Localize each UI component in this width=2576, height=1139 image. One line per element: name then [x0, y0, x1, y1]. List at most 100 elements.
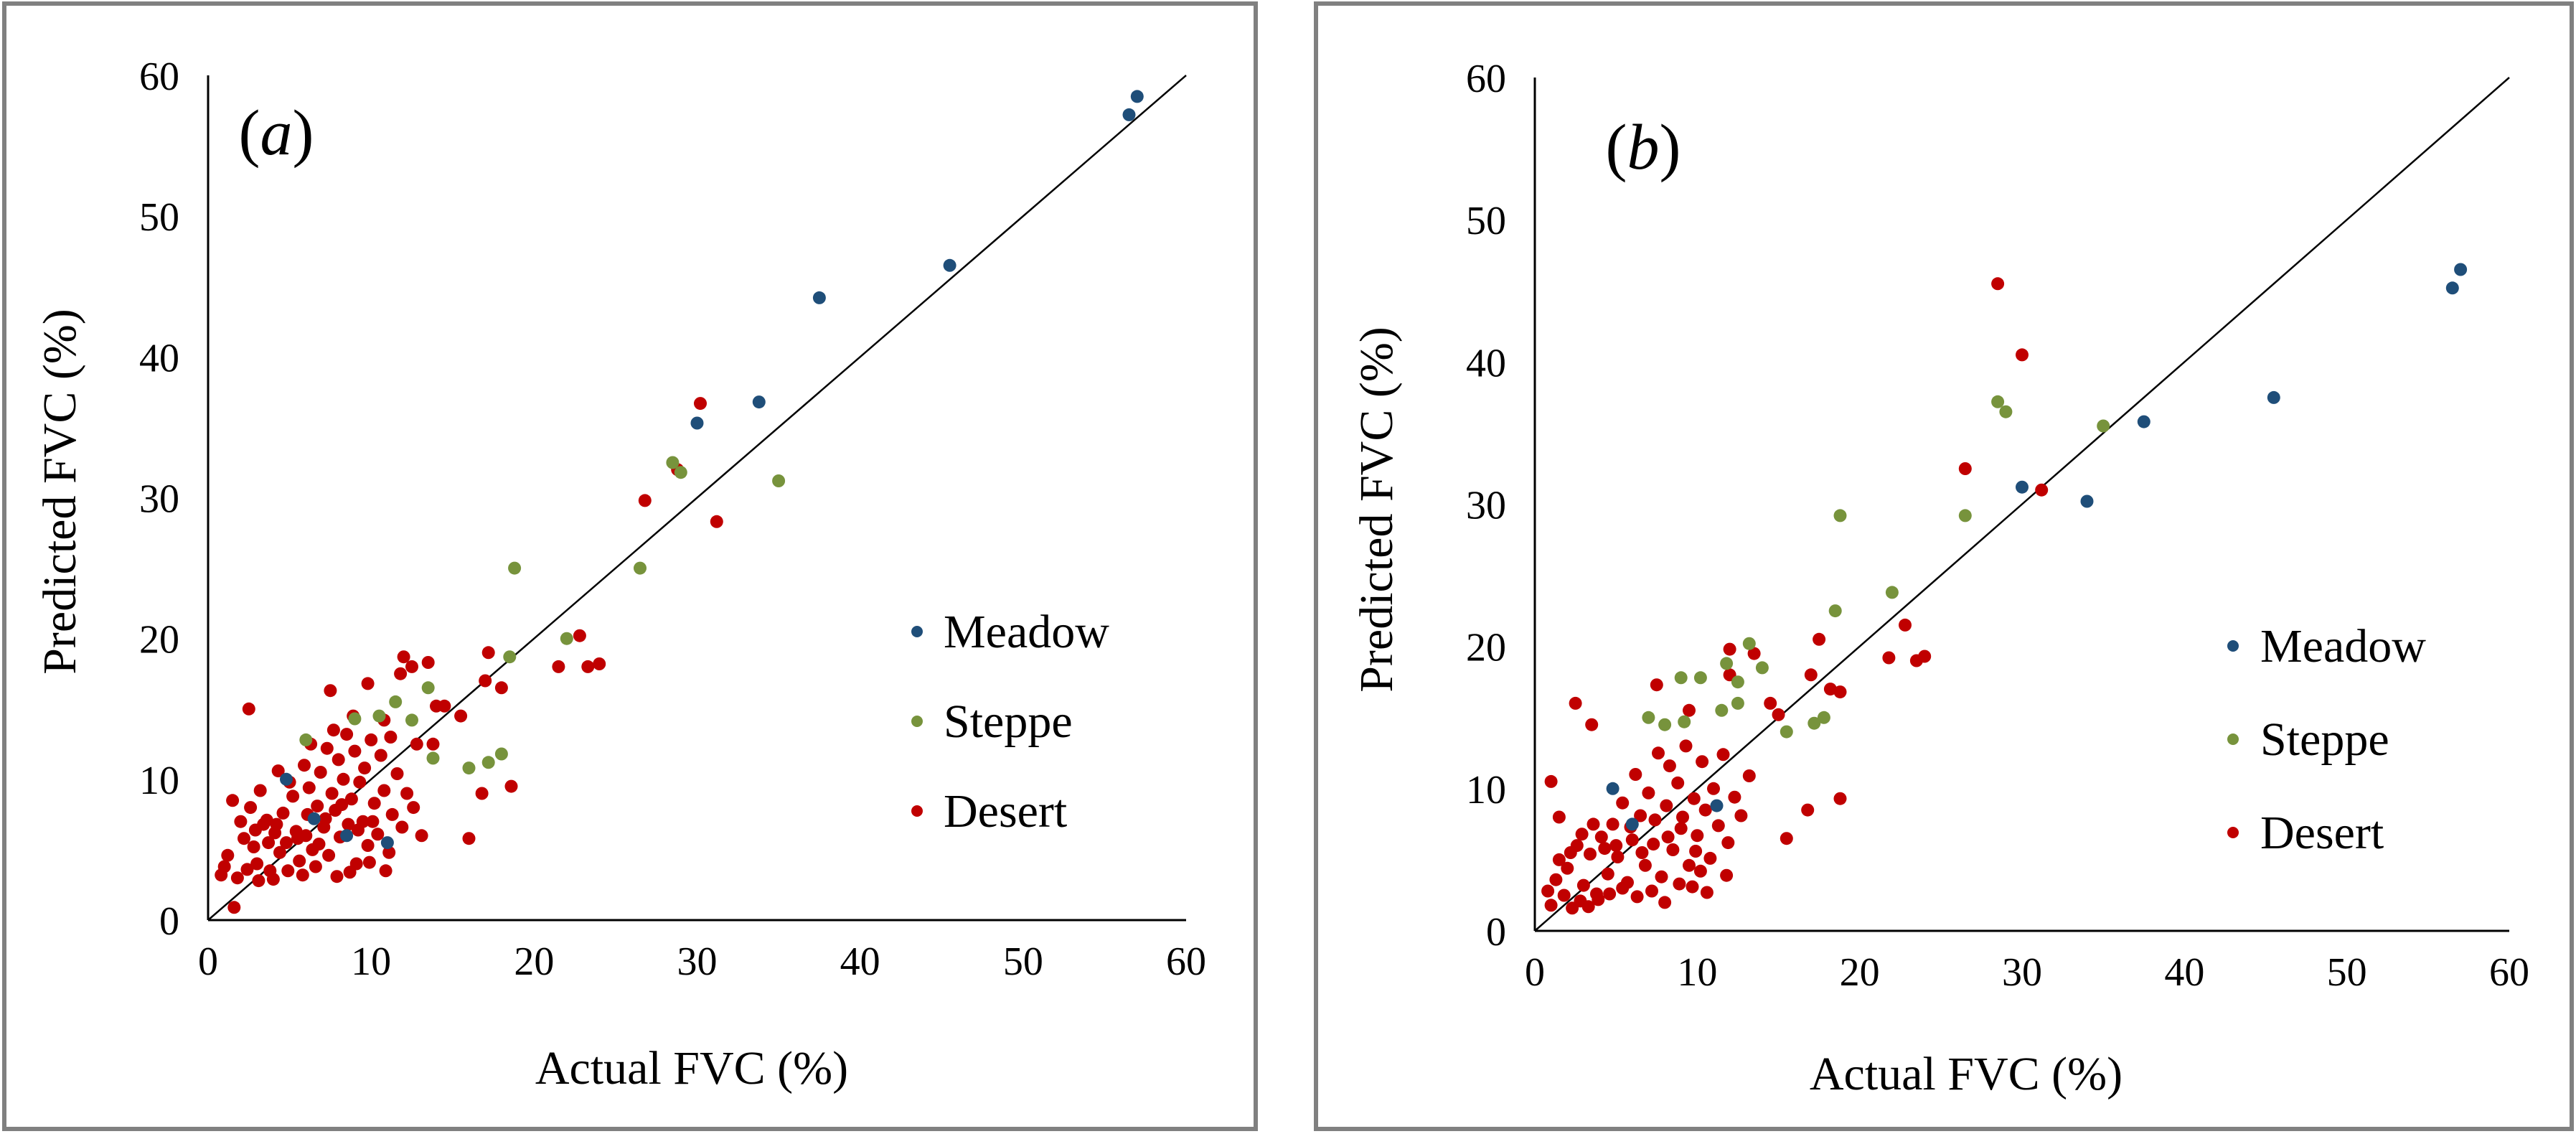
meadow-point [307, 812, 321, 825]
desert-point [1603, 887, 1617, 901]
steppe-point [674, 466, 687, 479]
x-tick-label: 30 [677, 939, 718, 984]
steppe-point [421, 681, 435, 695]
desert-point [1635, 846, 1649, 859]
desert-point [325, 787, 339, 800]
desert-point [1650, 678, 1663, 692]
desert-point [1655, 870, 1668, 883]
steppe-point [1885, 586, 1899, 599]
desert-point [1648, 813, 1662, 827]
desert-point [367, 797, 381, 810]
panel-a-legend: Meadow Steppe Desert [911, 606, 1109, 838]
desert-point [394, 667, 408, 680]
y-tick-label: 10 [139, 759, 179, 803]
desert-point [240, 863, 254, 876]
legend-marker-meadow [2227, 640, 2239, 652]
desert-point [1609, 839, 1623, 853]
desert-point [344, 792, 358, 806]
desert-point [1541, 884, 1555, 898]
desert-point [1734, 809, 1748, 822]
desert-point [309, 860, 322, 873]
desert-point [1585, 718, 1599, 731]
desert-point [314, 766, 327, 779]
desert-point [234, 815, 248, 828]
x-tick-label: 40 [840, 939, 880, 984]
x-tick-label: 20 [514, 939, 554, 984]
x-tick-label: 50 [2327, 950, 2367, 995]
desert-point [1674, 822, 1688, 835]
desert-point [353, 775, 367, 789]
x-tick-label: 0 [198, 939, 218, 984]
desert-point [358, 761, 372, 775]
desert-point [1676, 810, 1689, 824]
y-tick-label: 40 [139, 336, 179, 380]
desert-point [379, 864, 392, 878]
desert-point [1660, 799, 1673, 812]
desert-point [1991, 277, 2005, 291]
desert-point [1823, 683, 1837, 696]
desert-point [1764, 696, 1777, 710]
legend-marker-steppe [911, 716, 923, 727]
desert-point [581, 660, 595, 673]
steppe-point [1808, 716, 1821, 730]
desert-point [298, 759, 311, 772]
desert-point [1691, 829, 1704, 843]
desert-point [1683, 703, 1696, 717]
desert-point [361, 839, 375, 852]
steppe-point [481, 756, 495, 769]
y-tick-label: 40 [1466, 341, 1506, 385]
legend-label-meadow: Meadow [2260, 620, 2426, 672]
desert-point [481, 646, 495, 660]
desert-point [1899, 618, 1912, 632]
steppe-point [1693, 671, 1707, 685]
desert-point [248, 823, 262, 837]
desert-point [1611, 850, 1625, 863]
desert-point [475, 787, 489, 800]
desert-point [1652, 746, 1665, 760]
desert-point [552, 660, 565, 673]
desert-point [1569, 696, 1582, 710]
desert-point [271, 764, 285, 778]
steppe-point [508, 561, 522, 575]
panel-a-x-axis-title: Actual FVC (%) [535, 1042, 848, 1095]
legend-label-desert: Desert [2260, 807, 2384, 859]
desert-point [324, 684, 337, 698]
desert-point [250, 857, 264, 871]
desert-point [397, 650, 410, 664]
desert-point [1772, 708, 1785, 721]
steppe-point [1731, 696, 1744, 710]
desert-point [343, 866, 357, 879]
desert-point [504, 779, 518, 793]
meadow-point [380, 836, 394, 850]
desert-point [291, 832, 304, 845]
desert-point [1629, 768, 1642, 781]
meadow-point [1625, 817, 1639, 831]
y-tick-label: 10 [1466, 768, 1506, 812]
desert-point [1661, 830, 1675, 844]
legend-label-meadow: Meadow [944, 606, 1109, 658]
desert-point [1616, 796, 1630, 810]
desert-point [374, 749, 387, 762]
desert-point [415, 829, 428, 843]
desert-point [479, 674, 492, 688]
steppe-point [1991, 395, 2005, 408]
desert-point [366, 815, 380, 828]
meadow-point [2080, 494, 2094, 508]
desert-point [1747, 647, 1761, 660]
desert-point [1552, 853, 1566, 866]
desert-point [1918, 650, 1932, 663]
steppe-point [1780, 725, 1793, 739]
desert-point [1689, 845, 1703, 858]
steppe-point [494, 747, 508, 761]
panel-a-one-to-one-line [207, 75, 1187, 921]
desert-point [221, 848, 235, 862]
desert-point [1594, 830, 1608, 844]
desert-point [1598, 842, 1612, 856]
desert-point [421, 656, 435, 669]
desert-point [454, 709, 468, 723]
steppe-point [1720, 657, 1734, 670]
desert-point [1606, 817, 1620, 831]
desert-point [311, 800, 324, 813]
desert-point [426, 737, 440, 751]
legend-marker-desert [911, 805, 923, 817]
